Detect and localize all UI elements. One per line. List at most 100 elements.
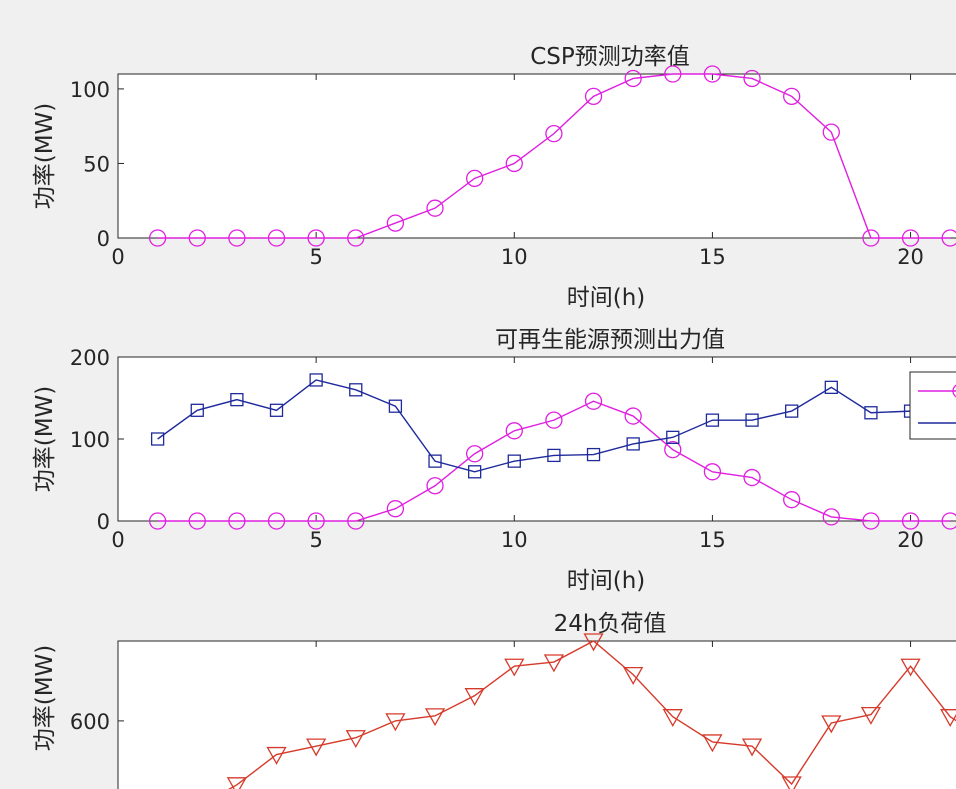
data-point	[624, 407, 642, 425]
data-point	[507, 454, 521, 468]
data-point	[705, 413, 720, 427]
data-point	[306, 738, 327, 757]
data-point	[862, 512, 880, 530]
data-point	[785, 404, 799, 418]
data-point	[664, 441, 682, 459]
series-1	[150, 373, 918, 479]
data-point	[505, 422, 523, 440]
data-point	[347, 229, 365, 247]
x-tick-label: 10	[501, 245, 528, 269]
y-axis-label: 功率(MW)	[32, 645, 58, 752]
data-point	[307, 512, 325, 530]
data-point	[307, 229, 325, 247]
data-point	[822, 508, 840, 526]
y-axis-label: 功率(MW)	[32, 386, 58, 493]
data-point	[822, 123, 840, 141]
data-point	[190, 403, 204, 417]
data-point	[230, 392, 244, 407]
series-0	[148, 65, 956, 247]
data-point	[901, 229, 920, 247]
data-point	[150, 432, 165, 446]
data-point	[743, 468, 761, 487]
data-point	[584, 392, 603, 410]
y-tick-label: 200	[70, 346, 110, 370]
data-point	[624, 69, 642, 88]
data-point	[781, 776, 802, 789]
x-tick-label: 20	[897, 245, 924, 269]
x-tick-label: 0	[111, 528, 124, 552]
data-point	[662, 709, 683, 728]
data-point	[940, 709, 956, 728]
plot-area	[117, 640, 956, 789]
data-point	[545, 411, 563, 429]
x-tick-label: 15	[699, 245, 726, 269]
data-point	[505, 154, 523, 173]
y-tick-label: 50	[83, 152, 110, 176]
data-point	[309, 373, 323, 387]
x-axis-label: 时间(h)	[567, 568, 646, 594]
data-point	[426, 477, 444, 495]
data-point	[345, 730, 366, 749]
data-point	[148, 512, 167, 530]
data-point	[864, 406, 878, 420]
data-point	[626, 437, 640, 451]
data-point	[269, 403, 284, 417]
legend	[909, 371, 956, 440]
data-point	[824, 380, 838, 394]
data-point	[188, 229, 206, 247]
y-tick-label: 0	[97, 510, 110, 534]
data-point	[428, 454, 442, 468]
data-point	[741, 738, 763, 757]
y-tick-label: 100	[70, 428, 110, 452]
x-axis-label: 时间(h)	[567, 285, 646, 311]
data-point	[783, 491, 801, 509]
series-line	[157, 73, 951, 239]
data-point	[941, 229, 956, 247]
data-point	[584, 87, 603, 106]
data-point	[188, 512, 206, 530]
data-point	[743, 69, 761, 88]
y-tick-label: 100	[70, 78, 110, 102]
data-point	[226, 777, 247, 789]
data-point	[228, 512, 246, 530]
data-point	[666, 430, 680, 445]
data-point	[583, 633, 604, 652]
data-point	[901, 512, 920, 530]
data-point	[349, 383, 363, 397]
series-line	[228, 640, 956, 789]
data-point	[545, 124, 563, 143]
data-point	[547, 448, 561, 463]
data-point	[386, 500, 405, 518]
plot-area	[117, 73, 956, 239]
x-tick-label: 15	[699, 528, 726, 552]
data-point	[783, 87, 801, 106]
x-tick-label: 20	[897, 528, 924, 552]
data-point	[941, 512, 956, 530]
series-0	[148, 392, 956, 530]
data-point	[347, 512, 365, 530]
series-0	[226, 633, 956, 789]
csp-power-chart: CSP预测功率值 时间(h) 功率(MW) 0 5 10 15 20 0 50 100	[32, 44, 956, 311]
load-24h-chart: 24h负荷值 功率(MW) 400600	[32, 611, 956, 789]
data-point	[386, 214, 405, 232]
data-point	[267, 512, 286, 530]
data-point	[504, 658, 525, 677]
data-point	[821, 715, 842, 734]
x-tick-label: 10	[501, 528, 528, 552]
data-point	[466, 169, 484, 188]
x-tick-label: 0	[111, 245, 124, 269]
x-tick-label: 5	[309, 245, 322, 269]
data-point	[543, 654, 565, 673]
data-point	[388, 399, 403, 413]
data-point	[464, 688, 485, 706]
x-tick-label: 5	[309, 528, 322, 552]
data-point	[424, 708, 446, 727]
data-point	[148, 229, 167, 247]
data-point	[466, 445, 484, 463]
data-point	[468, 465, 482, 479]
data-point	[702, 734, 723, 753]
data-point	[862, 229, 880, 247]
data-point	[586, 447, 601, 462]
